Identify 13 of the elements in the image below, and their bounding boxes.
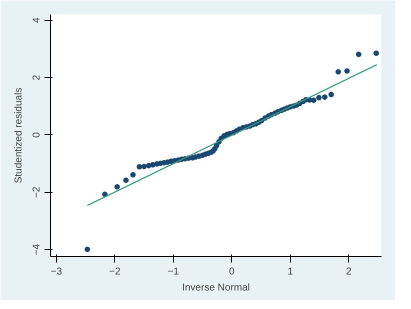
x-tick-label: 0 bbox=[229, 266, 236, 278]
x-tick-label: −2 bbox=[109, 266, 121, 278]
y-axis-title: Studentized residuals bbox=[14, 88, 24, 184]
y-tick-label: −4 bbox=[32, 243, 42, 256]
y-tick-label: 2 bbox=[32, 74, 42, 80]
x-tick-label: 1 bbox=[287, 266, 294, 278]
x-tick-label: −1 bbox=[168, 266, 180, 278]
x-axis-title: Inverse Normal bbox=[182, 282, 250, 294]
y-tick-label: −2 bbox=[32, 186, 42, 198]
x-tick-label: 2 bbox=[346, 266, 352, 278]
y-tick-label: 0 bbox=[32, 132, 42, 138]
x-tick-label: −3 bbox=[50, 266, 62, 278]
y-tick-label: 4 bbox=[32, 17, 42, 24]
